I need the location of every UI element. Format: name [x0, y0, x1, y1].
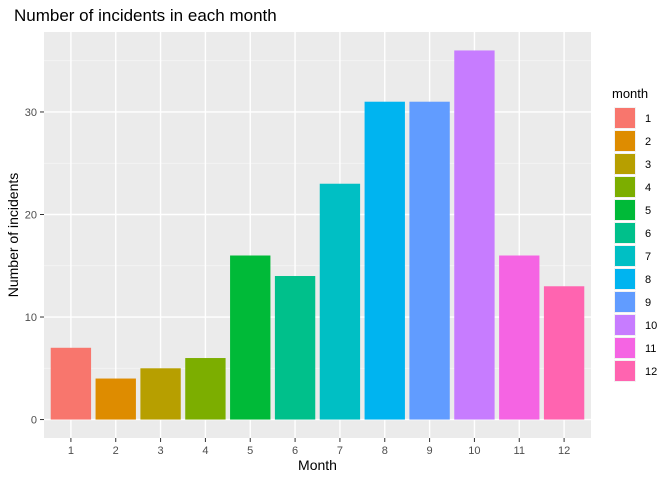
legend-label-10: 10: [645, 320, 657, 332]
legend-swatch-12: [615, 361, 635, 381]
legend-title: month: [612, 86, 648, 101]
legend-label-4: 4: [645, 182, 651, 194]
x-tick-label: 7: [337, 445, 343, 457]
x-tick-label: 2: [113, 445, 119, 457]
legend-label-8: 8: [645, 274, 651, 286]
bar-month-12: [543, 286, 585, 420]
y-tick-label: 20: [25, 209, 37, 221]
x-tick-label: 6: [292, 445, 298, 457]
y-tick-label: 30: [25, 107, 37, 119]
legend-label-2: 2: [645, 136, 651, 148]
legend-swatch-6: [615, 223, 635, 243]
y-tick-label: 10: [25, 312, 37, 324]
y-axis: 0 10 20 30: [25, 107, 44, 427]
legend-swatch-8: [615, 269, 635, 289]
legend-label-5: 5: [645, 205, 651, 217]
legend-label-11: 11: [645, 343, 656, 355]
x-tick-label: 4: [202, 445, 208, 457]
legend-label-7: 7: [645, 251, 651, 263]
x-tick-label: 11: [514, 445, 525, 457]
chart-title: Number of incidents in each month: [14, 6, 277, 25]
legend-label-3: 3: [645, 159, 651, 171]
bar-month-11: [499, 255, 540, 420]
bar-month-2: [95, 378, 136, 420]
legend-label-6: 6: [645, 228, 651, 240]
x-tick-label: 10: [468, 445, 480, 457]
legend-label-9: 9: [645, 297, 651, 309]
bar-month-6: [274, 276, 316, 420]
y-axis-title: Number of incidents: [5, 173, 21, 298]
legend-swatch-9: [615, 292, 635, 312]
bar-month-9: [409, 101, 450, 420]
x-tick-label: 12: [558, 445, 570, 457]
bars: [50, 50, 585, 420]
bar-month-7: [319, 183, 361, 420]
x-axis: 1 2 3 4 5 6 7 8 9 10 11 12: [68, 438, 570, 457]
bar-month-3: [140, 368, 181, 420]
legend-label-12: 12: [645, 366, 657, 378]
legend-swatch-2: [615, 131, 635, 151]
bar-month-1: [50, 347, 92, 420]
y-tick-label: 0: [31, 415, 37, 427]
legend-swatch-1: [615, 108, 635, 128]
legend-swatch-5: [615, 200, 635, 220]
bar-month-5: [230, 255, 271, 420]
bar-month-4: [185, 358, 226, 420]
bar-month-8: [364, 101, 405, 420]
x-tick-label: 9: [427, 445, 433, 457]
x-tick-label: 3: [158, 445, 164, 457]
legend-swatch-4: [615, 177, 635, 197]
x-tick-label: 5: [247, 445, 253, 457]
legend-swatch-10: [615, 315, 635, 335]
legend-swatch-11: [615, 338, 635, 358]
x-tick-label: 1: [68, 445, 74, 457]
x-axis-title: Month: [298, 457, 337, 473]
legend-label-1: 1: [645, 113, 651, 125]
bar-month-10: [454, 50, 495, 420]
legend-swatch-7: [615, 246, 635, 266]
x-tick-label: 8: [382, 445, 388, 457]
legend-swatch-3: [615, 154, 635, 174]
